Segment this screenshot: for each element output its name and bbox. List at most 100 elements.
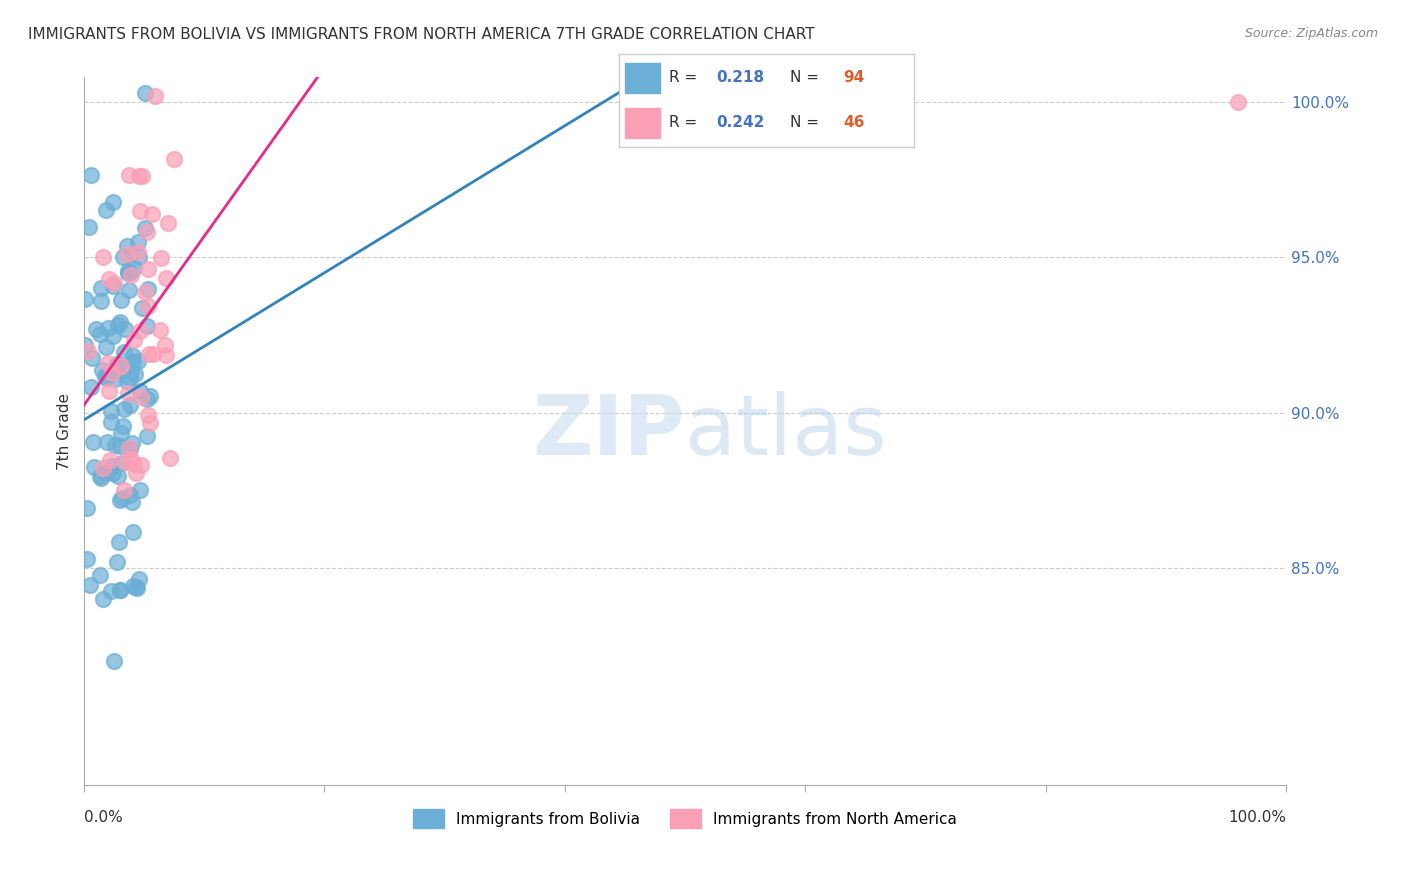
Point [157, 216, 180, 230]
Point [89, 326, 111, 341]
Point [80, 351, 103, 365]
Point [76, 501, 98, 516]
Point [98, 453, 121, 467]
Point [122, 579, 145, 593]
Point [108, 492, 131, 507]
Point [127, 354, 149, 368]
Legend: Immigrants from Bolivia, Immigrants from North America: Immigrants from Bolivia, Immigrants from… [406, 803, 963, 834]
Point [101, 278, 124, 293]
Point [112, 344, 135, 359]
Point [129, 458, 152, 472]
Point [107, 468, 129, 483]
Point [79, 577, 101, 591]
Point [103, 195, 125, 210]
Point [94, 466, 117, 480]
Point [134, 86, 156, 100]
Point [100, 584, 122, 599]
Point [89, 567, 111, 582]
Text: N =: N = [790, 115, 824, 130]
Point [118, 441, 141, 455]
Text: ZIP: ZIP [533, 391, 685, 472]
Point [110, 582, 132, 597]
Point [122, 333, 145, 347]
Point [138, 300, 160, 314]
Text: 0.0%: 0.0% [84, 810, 122, 825]
Point [89, 468, 111, 483]
Text: 0.242: 0.242 [716, 115, 765, 130]
Point [134, 285, 156, 299]
Point [91, 461, 114, 475]
Point [98, 271, 121, 285]
Point [120, 451, 142, 466]
Point [159, 450, 181, 465]
Text: 94: 94 [844, 70, 865, 86]
Point [136, 408, 159, 422]
Text: R =: R = [669, 115, 702, 130]
Point [101, 466, 124, 480]
Point [105, 556, 128, 570]
Point [131, 169, 153, 183]
Point [80, 168, 103, 182]
Point [96, 434, 118, 449]
FancyBboxPatch shape [624, 108, 659, 138]
Point [91, 592, 114, 607]
Point [108, 315, 131, 329]
Point [124, 261, 146, 276]
Point [120, 268, 142, 282]
Point [101, 458, 124, 473]
Point [142, 347, 165, 361]
Text: IMMIGRANTS FROM BOLIVIA VS IMMIGRANTS FROM NORTH AMERICA 7TH GRADE CORRELATION C: IMMIGRANTS FROM BOLIVIA VS IMMIGRANTS FR… [28, 27, 814, 42]
Point [138, 347, 160, 361]
Point [136, 262, 159, 277]
Point [138, 282, 160, 296]
Point [125, 581, 148, 595]
Point [141, 206, 163, 220]
Text: 0.218: 0.218 [716, 70, 765, 86]
Point [117, 266, 139, 280]
Text: N =: N = [790, 70, 824, 86]
Point [76, 344, 98, 359]
Point [94, 202, 117, 217]
Point [118, 169, 141, 183]
Point [91, 250, 114, 264]
Point [128, 250, 150, 264]
Point [139, 389, 162, 403]
Point [90, 470, 112, 484]
Point [134, 221, 156, 235]
Point [111, 491, 134, 506]
Point [103, 654, 125, 668]
Point [111, 456, 134, 470]
Point [94, 368, 117, 383]
Point [111, 419, 134, 434]
Point [108, 439, 131, 453]
Point [101, 329, 124, 343]
Text: atlas: atlas [685, 391, 887, 472]
Point [118, 488, 141, 502]
Point [91, 362, 114, 376]
Point [90, 294, 112, 309]
Point [131, 301, 153, 316]
Text: R =: R = [669, 70, 702, 86]
Point [75, 338, 97, 352]
Point [114, 322, 136, 336]
Point [104, 438, 127, 452]
Point [135, 318, 157, 333]
Point [163, 152, 186, 166]
Point [100, 404, 122, 418]
Point [1226, 95, 1249, 110]
Point [117, 264, 139, 278]
Point [108, 535, 131, 549]
Point [128, 384, 150, 398]
Point [104, 359, 127, 374]
Point [100, 415, 122, 429]
Point [105, 364, 128, 378]
Point [114, 455, 136, 469]
Point [101, 366, 124, 380]
Point [121, 436, 143, 450]
Point [75, 293, 97, 307]
Point [155, 348, 177, 362]
Point [76, 552, 98, 566]
FancyBboxPatch shape [624, 63, 659, 93]
Point [82, 434, 104, 449]
Point [125, 581, 148, 595]
